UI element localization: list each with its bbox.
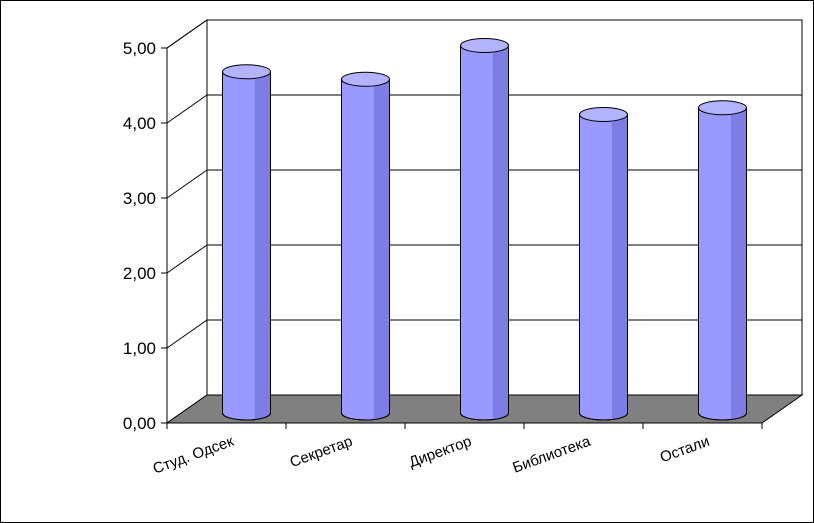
bar-4 bbox=[579, 107, 628, 421]
y-tick-label: 1,00 bbox=[123, 339, 156, 358]
bar-outline bbox=[341, 78, 390, 421]
y-tick-label: 3,00 bbox=[123, 189, 156, 208]
bar-outline bbox=[460, 45, 509, 421]
bar-top bbox=[341, 71, 390, 87]
bar-outline bbox=[222, 71, 271, 421]
bar-5 bbox=[698, 100, 747, 421]
bar-2 bbox=[341, 71, 390, 421]
bar-top bbox=[698, 100, 747, 116]
bar-outline bbox=[698, 107, 747, 421]
bar-shade bbox=[611, 114, 628, 420]
bar-shade bbox=[254, 71, 271, 420]
gridline-side bbox=[166, 19, 208, 49]
bar-shade bbox=[373, 79, 390, 420]
side-wall bbox=[166, 19, 208, 424]
bar-top bbox=[579, 107, 628, 122]
gridline-side bbox=[166, 244, 208, 274]
gridline-side bbox=[166, 94, 208, 124]
bar-3 bbox=[460, 38, 509, 421]
bar-shade bbox=[492, 45, 509, 420]
y-tick-label: 0,00 bbox=[123, 414, 156, 433]
bar-top bbox=[460, 38, 509, 53]
y-tick-label: 2,00 bbox=[123, 264, 156, 283]
gridline-side bbox=[166, 169, 208, 199]
y-tick-label: 5,00 bbox=[123, 39, 156, 58]
bar-1 bbox=[222, 64, 271, 421]
y-axis: 0,00 1,00 2,00 3,00 4,00 5,00 bbox=[123, 39, 168, 433]
bar-top bbox=[222, 64, 271, 80]
bar-series bbox=[222, 38, 747, 421]
bar-outline bbox=[579, 114, 628, 421]
bar-shade bbox=[730, 107, 747, 420]
y-tick-label: 4,00 bbox=[123, 114, 156, 133]
gridline-side bbox=[166, 319, 208, 349]
